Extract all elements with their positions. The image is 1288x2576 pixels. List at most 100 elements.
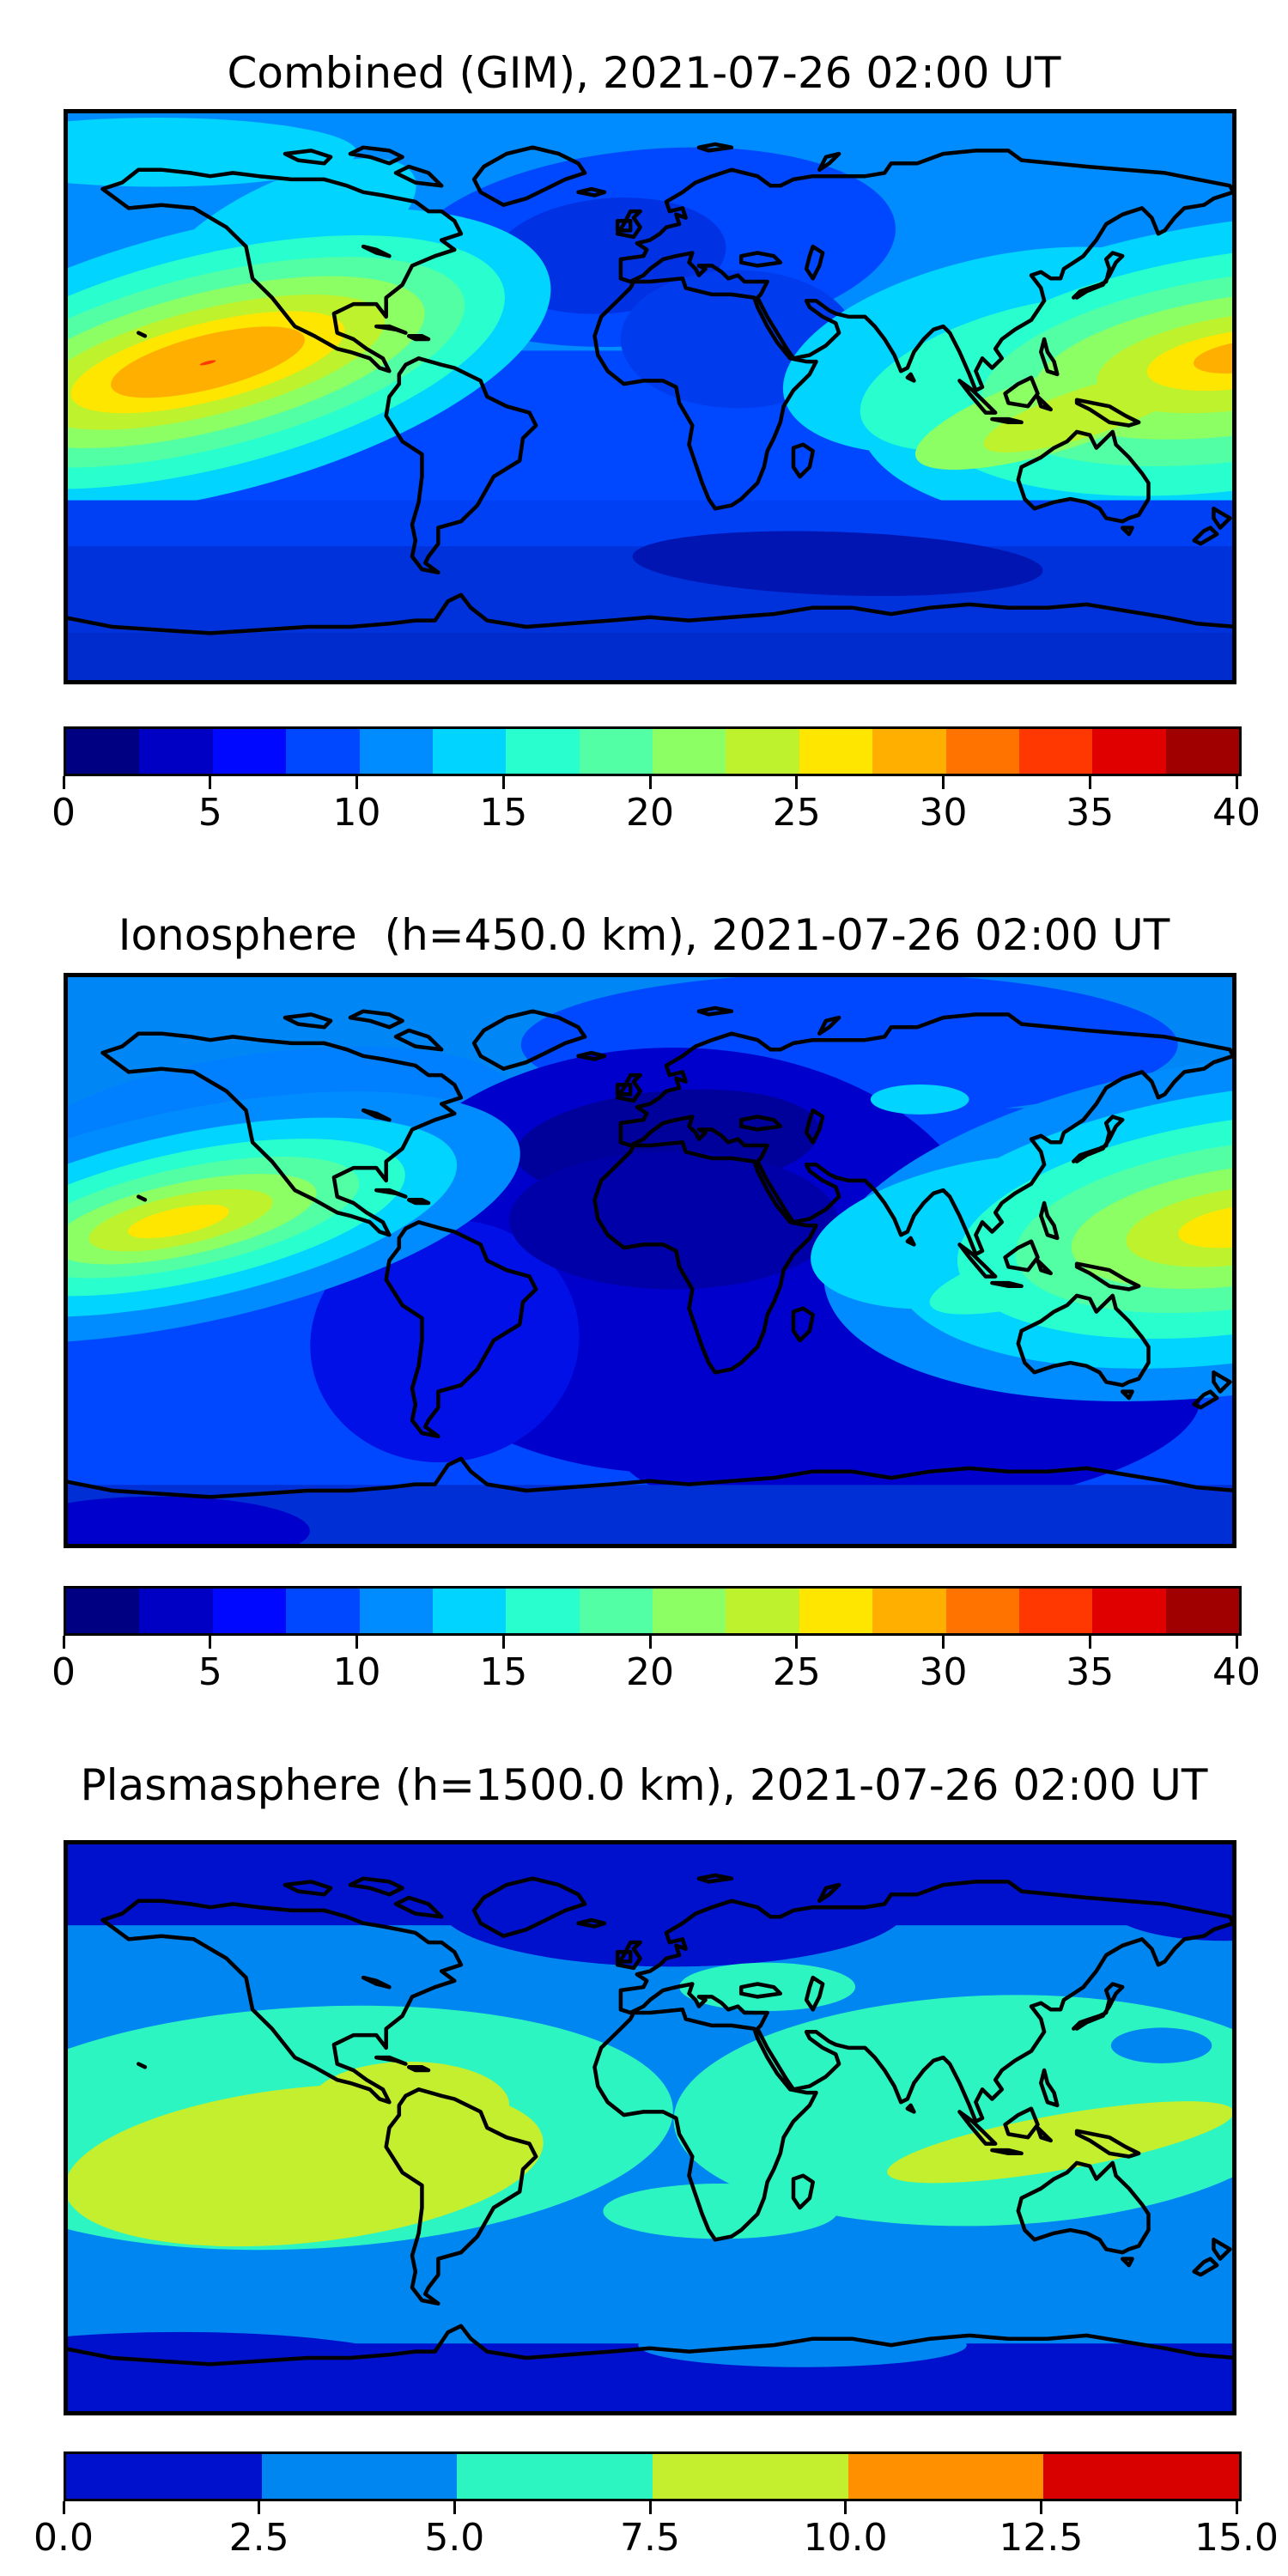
colorbar-tick-mark [209, 776, 212, 789]
colorbar-ionosphere-ticks: 0 5 10 15 20 25 30 35 40 [52, 1636, 1261, 1704]
colorbar-tick-label: 15 [479, 791, 528, 835]
colorbar-tick-label: 5.0 [424, 2516, 485, 2560]
panel-combined-title: Combined (GIM), 2021-07-26 02:00 UT [227, 48, 1061, 98]
coastlines [64, 1873, 1236, 2366]
colorbar-segment [726, 1589, 799, 1633]
colorbar-segment [1092, 729, 1166, 774]
colorbar-tick-mark [1039, 2501, 1042, 2514]
colorbar-segment [432, 729, 507, 774]
colorbar-tick-mark [844, 2501, 848, 2514]
colorbar-segment [66, 1589, 140, 1633]
colorbar-segment [212, 729, 287, 774]
colorbar-tick-mark [1235, 1636, 1238, 1649]
colorbar-segment [579, 729, 653, 774]
colorbar-tick-mark [795, 1636, 799, 1649]
coastlines [64, 142, 1236, 635]
colorbar-tick-label: 5 [197, 1650, 222, 1694]
colorbar-segment [506, 729, 580, 774]
colorbar-tick-label: 10.0 [803, 2516, 888, 2560]
colorbar-segment [1092, 1589, 1166, 1633]
colorbar-combined-ticks: 0 5 10 15 20 25 30 35 40 [52, 776, 1261, 845]
colorbar-segment [872, 1589, 946, 1633]
colorbar-tick-mark [209, 1636, 212, 1649]
colorbar-tick-mark [942, 776, 945, 789]
colorbar-tick-mark [648, 1636, 652, 1649]
colorbar-tick-mark [62, 776, 65, 789]
colorbar-tick-mark [62, 1636, 65, 1649]
colorbar-tick-label: 5 [197, 791, 222, 835]
colorbar-tick-mark [1088, 1636, 1091, 1649]
colorbar-tick-label: 40 [1212, 1650, 1261, 1694]
map-border [64, 109, 1236, 684]
colorbar-segment [506, 1589, 580, 1633]
colorbar-tick-label: 20 [626, 791, 674, 835]
colorbar-tick-mark [501, 1636, 505, 1649]
colorbar-tick-mark [1088, 776, 1091, 789]
colorbar-segment [66, 729, 140, 774]
colorbar-segment [799, 729, 873, 774]
colorbar-tick-label: 0.0 [33, 2516, 94, 2560]
colorbar-segment [432, 1589, 507, 1633]
colorbar-segment [66, 2454, 262, 2499]
colorbar-segment [1018, 729, 1093, 774]
colorbar-segment [1018, 1589, 1093, 1633]
colorbar-tick-label: 0 [52, 791, 76, 835]
colorbar-segment [286, 1589, 360, 1633]
map-plasmasphere [64, 1840, 1236, 2415]
colorbar-tick-label: 12.5 [999, 2516, 1084, 2560]
colorbar-segment [799, 1589, 873, 1633]
colorbar-segment [848, 2454, 1044, 2499]
colorbar-ionosphere [64, 1586, 1242, 1636]
colorbar-segment [579, 1589, 653, 1633]
colorbar-segment [1165, 1589, 1239, 1633]
colorbar-tick-label: 10 [332, 1650, 381, 1694]
colorbar-tick-label: 40 [1212, 791, 1261, 835]
colorbar-segment [212, 1589, 287, 1633]
colorbar-tick-mark [258, 2501, 261, 2514]
colorbar-segment [945, 1589, 1019, 1633]
colorbar-tick-label: 35 [1066, 1650, 1115, 1694]
colorbar-tick-mark [355, 1636, 358, 1649]
panel-plasmasphere-title: Plasmasphere (h=1500.0 km), 2021-07-26 0… [80, 1760, 1208, 1810]
colorbar-segment [139, 1589, 213, 1633]
colorbar-segment [872, 729, 946, 774]
colorbar-tick-mark [942, 1636, 945, 1649]
colorbar-tick-label: 7.5 [620, 2516, 680, 2560]
colorbar-tick-mark [1235, 776, 1238, 789]
panel-ionosphere-title: Ionosphere (h=450.0 km), 2021-07-26 02:0… [118, 910, 1170, 960]
colorbar-segment [726, 729, 799, 774]
colorbar-tick-label: 30 [919, 791, 968, 835]
map-border [64, 973, 1236, 1548]
colorbar-tick-label: 30 [919, 1650, 968, 1694]
colorbar-tick-label: 20 [626, 1650, 674, 1694]
colorbar-segment [359, 1589, 433, 1633]
colorbar-tick-label: 2.5 [228, 2516, 289, 2560]
colorbar-segment [653, 2454, 848, 2499]
map-ionosphere [64, 973, 1236, 1548]
colorbar-tick-label: 10 [332, 791, 381, 835]
colorbar-segment [1043, 2454, 1240, 2499]
colorbar-tick-mark [1235, 2501, 1238, 2514]
colorbar-plasmasphere-ticks: 0.0 2.5 5.0 7.5 10.0 12.5 15.0 [33, 2501, 1279, 2570]
colorbar-tick-mark [795, 776, 799, 789]
colorbar-segment [359, 729, 433, 774]
colorbar-tick-mark [355, 776, 358, 789]
colorbar-segment [286, 729, 360, 774]
colorbar-tick-label: 15.0 [1194, 2516, 1279, 2560]
colorbar-segment [261, 2454, 458, 2499]
colorbar-segment [1165, 729, 1239, 774]
colorbar-tick-mark [501, 776, 505, 789]
colorbar-tick-mark [453, 2501, 456, 2514]
colorbar-tick-label: 0 [52, 1650, 76, 1694]
colorbar-segment [945, 729, 1019, 774]
colorbar-plasmasphere [64, 2451, 1242, 2501]
colorbar-segment [139, 729, 213, 774]
map-combined [64, 109, 1236, 684]
coastlines [64, 1005, 1236, 1499]
colorbar-segment [653, 729, 726, 774]
map-border [64, 1840, 1236, 2415]
colorbar-combined [64, 726, 1242, 776]
colorbar-tick-label: 35 [1066, 791, 1115, 835]
colorbar-tick-label: 25 [772, 791, 821, 835]
